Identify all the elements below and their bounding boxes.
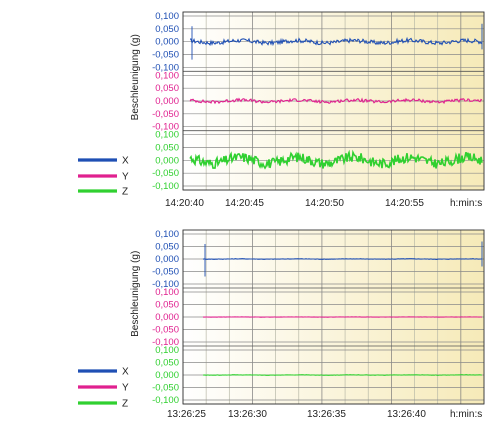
y-tick-label: -0,100 [152,181,179,192]
legend-label: Y [122,383,129,394]
x-tick-label: 14:20:55 [385,198,424,209]
y-tick-label: 0,050 [155,300,179,311]
chart-panel-top: 0,1000,0500,000-0,050-0,1000,1000,0500,0… [78,11,485,209]
y-tick-label: -0,100 [152,395,179,406]
y-tick-label: 0,100 [155,11,179,22]
y-tick-label: 0,000 [155,96,179,107]
x-tick-label: 13:26:40 [387,409,426,420]
legend-label: X [122,367,129,378]
series-line-x [190,36,483,47]
y-axis-title: Beschleunigung (g) [130,34,141,120]
y-tick-label: 0,100 [155,287,179,298]
y-tick-label: -0,050 [152,50,179,61]
y-tick-label: 0,000 [155,370,179,381]
y-tick-label: -0,100 [152,122,179,133]
y-tick-label: -0,050 [152,168,179,179]
x-axis-unit-label: h:min:s [450,198,482,209]
y-tick-label: 0,050 [155,83,179,94]
series-line-x [202,258,483,260]
series-line-z [202,374,482,376]
y-tick-label: -0,050 [152,109,179,120]
series-line-z [189,149,483,170]
y-tick-label: 0,000 [155,312,179,323]
x-tick-label: 14:20:50 [305,198,344,209]
x-tick-label: 13:26:30 [228,409,267,420]
y-tick-label: 0,050 [155,242,179,253]
legend-label: X [122,156,129,167]
y-axis-title: Beschleunigung (g) [130,251,141,337]
legend-label: Z [122,399,128,410]
x-tick-label: 13:26:35 [307,409,346,420]
y-tick-label: 0,100 [155,345,179,356]
x-tick-label: 14:20:45 [225,198,264,209]
y-tick-label: 0,050 [155,143,179,154]
y-tick-label: -0,050 [152,267,179,278]
plot-frame [182,11,485,191]
y-tick-label: 0,100 [155,70,179,81]
legend-label: Z [122,187,128,198]
series-line-y [189,97,483,105]
y-tick-label: 0,050 [155,24,179,35]
y-tick-label: -0,100 [152,337,179,348]
y-tick-label: 0,000 [155,37,179,48]
y-tick-label: 0,100 [155,130,179,141]
chart-panel-bottom: 0,1000,0500,000-0,050-0,1000,1000,0500,0… [78,229,485,420]
x-tick-label: 13:26:25 [167,409,206,420]
y-tick-label: -0,050 [152,325,179,336]
y-tick-label: -0,050 [152,383,179,394]
y-tick-label: 0,100 [155,229,179,240]
y-tick-label: 0,050 [155,358,179,369]
y-tick-label: 0,000 [155,254,179,265]
x-axis-unit-label: h:min:s [450,409,482,420]
x-tick-label: 14:20:40 [165,198,204,209]
y-tick-label: -0,100 [152,279,179,290]
legend-label: Y [122,172,129,183]
y-tick-label: 0,000 [155,155,179,166]
plot-frame [182,229,485,405]
y-tick-label: -0,100 [152,62,179,73]
